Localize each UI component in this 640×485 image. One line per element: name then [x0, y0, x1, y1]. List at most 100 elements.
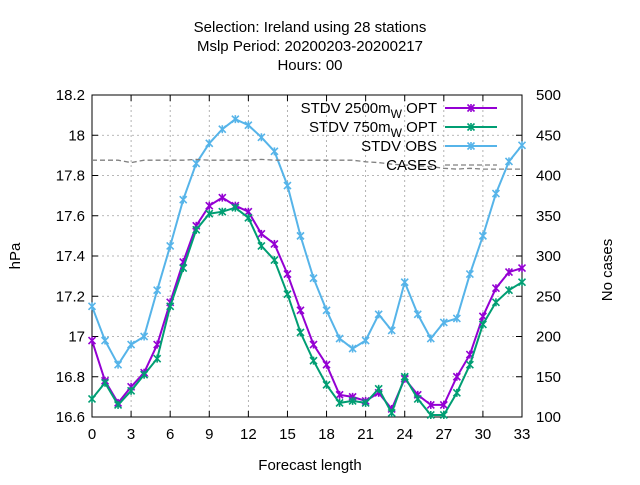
y2-tick-label: 450 [536, 127, 561, 144]
series-line-1 [91, 206, 523, 416]
legend-name: STDV OBS [361, 138, 437, 155]
series-line-0 [91, 196, 523, 411]
data-point [504, 286, 514, 295]
data-point [140, 370, 149, 379]
y2-tick-label: 350 [536, 208, 561, 225]
data-point [387, 326, 396, 335]
data-point [413, 310, 422, 319]
data-point [504, 268, 514, 277]
y-tick-label: 17.6 [56, 208, 85, 225]
data-point [270, 239, 279, 248]
legend-name: CASES [386, 157, 437, 174]
legend-name: STDV 2500m [301, 100, 391, 117]
chart-title-line-1: Selection: Ireland using 28 stations [194, 19, 427, 36]
data-point [127, 340, 136, 349]
series-group [87, 115, 527, 420]
data-point [335, 334, 344, 343]
chart-title-line-2: Mslp Period: 20200203-20200217 [197, 38, 423, 55]
data-point [205, 139, 214, 148]
y2-tick-label: 200 [536, 329, 561, 346]
data-point [335, 398, 344, 407]
data-point [504, 157, 514, 166]
data-point [140, 332, 149, 341]
data-point [439, 400, 448, 409]
data-point [478, 231, 487, 240]
data-point [426, 334, 435, 343]
data-point [309, 340, 318, 349]
data-point [166, 302, 175, 311]
legend-subscript: W [391, 126, 403, 140]
series-line-2 [91, 118, 523, 367]
data-point [452, 314, 461, 323]
data-point [87, 394, 97, 403]
y-tick-label: 17 [68, 329, 85, 346]
data-point [439, 410, 448, 420]
x-tick-label: 21 [357, 426, 374, 443]
data-point [400, 372, 409, 381]
chart-title-line-3: Hours: 00 [277, 57, 342, 74]
data-point [309, 356, 318, 365]
data-point [309, 274, 318, 283]
data-point [361, 398, 370, 407]
x-tick-label: 18 [318, 426, 335, 443]
x-tick-label: 9 [205, 426, 213, 443]
data-point [478, 320, 487, 329]
y2-tick-label: 250 [536, 288, 561, 305]
y-axis-label: hPa [7, 242, 24, 269]
data-point [283, 270, 292, 279]
data-point [296, 306, 305, 315]
data-point [452, 372, 461, 381]
data-point [244, 121, 253, 130]
data-point [348, 396, 357, 405]
data-point [244, 213, 253, 222]
x-tick-label: 12 [240, 426, 257, 443]
legend-label-1: STDV 750mW OPT [309, 119, 437, 140]
data-point [517, 264, 527, 273]
y-tick-label: 17.8 [56, 168, 85, 185]
data-point [100, 336, 110, 345]
y2-tick-label: 150 [536, 369, 561, 386]
data-point [426, 400, 435, 409]
data-point [257, 241, 266, 251]
data-point [348, 344, 357, 353]
data-point [374, 384, 383, 393]
data-point [87, 336, 97, 345]
data-point [465, 270, 474, 279]
data-point [257, 133, 266, 142]
data-point [439, 318, 448, 327]
data-point [87, 302, 97, 311]
data-point [153, 354, 162, 363]
legend-label-3: CASES [386, 157, 437, 174]
data-point [113, 400, 123, 409]
data-point [322, 360, 331, 369]
y-tick-label: 17.4 [56, 248, 85, 265]
data-point [166, 241, 175, 251]
series-line-3 [92, 158, 522, 170]
legend-subscript: W [391, 107, 403, 121]
x-tick-label: 15 [279, 426, 296, 443]
data-point [426, 410, 435, 420]
y-tick-label: 17.2 [56, 288, 85, 305]
data-point [400, 278, 409, 287]
data-point [465, 360, 474, 369]
data-point [231, 115, 240, 124]
data-point [179, 264, 188, 273]
data-point [218, 207, 227, 216]
data-point [192, 225, 201, 234]
x-tick-label: 24 [396, 426, 413, 443]
y-tick-label: 16.6 [56, 409, 85, 426]
y2-tick-label: 100 [536, 409, 561, 426]
data-point [452, 388, 461, 397]
data-point [283, 181, 292, 190]
data-point [100, 378, 110, 387]
x-tick-label: 0 [88, 426, 96, 443]
data-point [491, 284, 501, 293]
y-tick-label: 18 [68, 127, 85, 144]
data-point [322, 306, 331, 315]
y-tick-label: 16.8 [56, 369, 85, 386]
data-point [296, 231, 305, 240]
data-point [361, 336, 370, 345]
y2-tick-label: 400 [536, 168, 561, 185]
x-tick-label: 33 [514, 426, 531, 443]
